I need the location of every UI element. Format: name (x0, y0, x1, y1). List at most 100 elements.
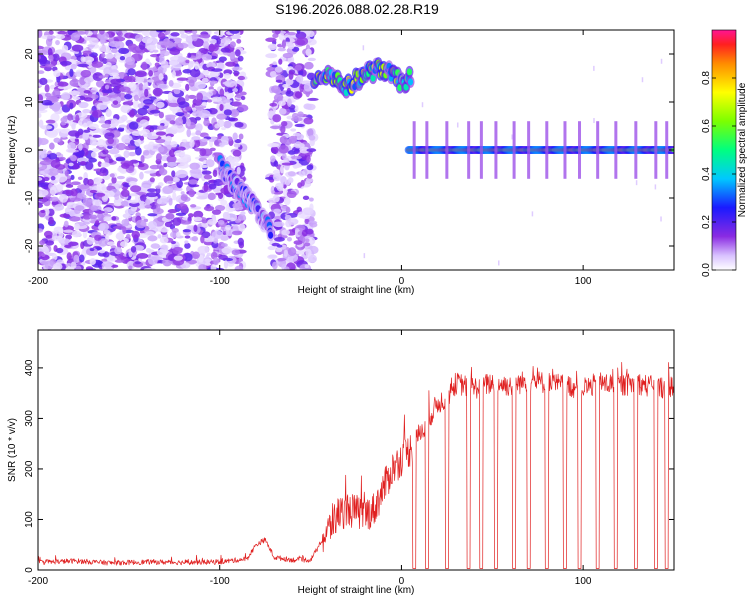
spectrogram-speck (654, 184, 657, 190)
spectrogram-noise-cell (200, 235, 205, 244)
spectrogram-noise-cell (108, 40, 121, 48)
spectrogram-noise-cell (137, 103, 144, 109)
spectrogram-noise-cell (284, 266, 290, 270)
spectrogram-noise-cell (217, 219, 225, 225)
spectrogram-noise-cell (286, 190, 297, 199)
spectrogram-noise-cell (98, 222, 109, 232)
spectrogram-noise-cell (216, 119, 225, 128)
colorbar-tick-label: 0.2 (701, 215, 712, 229)
spectrogram-noise-cell (199, 148, 207, 157)
spectrogram-noise-cell (157, 32, 166, 40)
spectrogram-noise-cell (296, 206, 303, 213)
spectrogram-noise-cell (191, 30, 198, 35)
spectrogram-noise-cell (135, 34, 144, 42)
spectrogram-noise-cell (130, 246, 137, 253)
spectrogram-noise-cell (175, 212, 187, 217)
spectrogram-noise-cell (38, 119, 44, 128)
spectrogram-noise-cell (158, 73, 164, 81)
spectrogram-noise-cell (167, 180, 174, 184)
spectrogram-noise-cell (82, 56, 95, 63)
spectrogram-noise-cell (75, 265, 82, 270)
spectrogram-noise-cell (176, 56, 185, 63)
spectrogram-speck (362, 45, 365, 51)
spectrogram-noise-cell (97, 238, 109, 247)
spectrogram-noise-cell (271, 242, 280, 247)
spectrogram-yticks: -20 -10 0 10 20 (24, 48, 674, 253)
spectrogram-speck (511, 134, 513, 140)
spectrogram-noise-cell (218, 56, 227, 62)
spectrogram-noise-cell (106, 94, 119, 98)
spectrogram-noise-cell (218, 254, 228, 260)
spectrogram-noise-cell (57, 85, 68, 90)
spectrogram-noise-cell (297, 231, 304, 236)
spectrogram-noise-cell (273, 160, 279, 167)
spectrogram-noise-cell (196, 195, 208, 200)
spectrogram-noise-cell (184, 242, 191, 249)
spectrogram-noise-cell (285, 206, 291, 214)
spectrogram-noise-cell (189, 162, 200, 170)
spectrogram-noise-cell (82, 133, 89, 141)
spectrogram-noise-cell (234, 72, 239, 77)
spectrogram-noise-cell (195, 51, 202, 60)
spectrogram-noise-cell (120, 200, 129, 207)
spectrogram-noise-cell (188, 189, 195, 198)
spectrogram-noise-cell (211, 209, 222, 215)
spectrogram-noise-cell (270, 185, 276, 195)
spectrogram-noise-cell (131, 130, 143, 136)
spectrogram-noise-cell (173, 37, 182, 42)
spectrogram-noise-cell (168, 198, 173, 206)
spectrogram-noise-cell (160, 244, 168, 249)
spectrogram-noise-cell (113, 225, 124, 230)
spectrogram-noise-cell (101, 52, 106, 58)
spectrogram-noise-cell (290, 155, 302, 160)
spectrogram-noise-cell (201, 101, 208, 107)
snr-ytick-label: 400 (24, 359, 35, 376)
spectrogram-noise-cell (173, 55, 179, 61)
spectrogram-noise-cell (119, 55, 126, 61)
spectrogram-noise-cell (120, 241, 128, 248)
spectrogram-noise-cell (283, 249, 288, 257)
spectrogram-noise-cell (69, 102, 74, 110)
spectrogram-noise-cell (104, 84, 110, 90)
spectrogram-noise-cell (92, 72, 104, 82)
spectrogram-noise-cell (207, 218, 218, 226)
spectrogram-noise-cell (187, 52, 192, 58)
spectrogram-speck (531, 211, 534, 217)
spectrogram-noise-cell (86, 189, 91, 196)
spectrogram-noise-cell (132, 30, 145, 33)
spectrogram-noise-cell (113, 202, 122, 207)
spectrogram-noise-cell (59, 60, 72, 66)
spectrogram-noise-cell (163, 74, 168, 82)
spectrogram-noise-cell (192, 107, 197, 112)
spectrogram-noise-cell (162, 185, 174, 195)
spectrogram-noise-cell (287, 177, 294, 184)
spectrogram-noise-cell (220, 37, 231, 45)
spectrogram-noise-cell (201, 53, 213, 61)
spectrogram-noise-cell (219, 103, 224, 112)
spectrogram-noise-cell (302, 195, 310, 201)
spectrogram-noise-cell (134, 138, 142, 147)
spectrogram-noise-cell (145, 231, 155, 236)
spectrogram-noise-cell (294, 64, 302, 71)
spectrogram-spike (445, 121, 449, 179)
spectrogram-noise-cell (201, 170, 212, 175)
spectrogram-noise-cell (71, 230, 82, 238)
spectrogram-noise-cell (280, 125, 286, 134)
spectrogram-noise-cell (50, 113, 60, 122)
spectrogram-noise-cell (216, 37, 221, 45)
spectrogram-noise-cell (91, 61, 104, 68)
spectrogram-noise-cell (240, 95, 246, 101)
spectrogram-noise-cell (293, 148, 300, 153)
spectrogram-noise-cell (270, 85, 281, 94)
spectrogram-noise-cell (114, 246, 123, 255)
spectrogram-noise-cell (169, 48, 181, 56)
spectrogram-noise-cell (172, 192, 177, 201)
snr-panel: -200 -100 0 100 0 100 200 300 400 Height of str… (7, 329, 675, 596)
spectrogram-noise-cell (160, 60, 169, 69)
spectrogram-spike (479, 121, 483, 179)
spectrogram-noise-cell (53, 101, 62, 110)
spectrogram-ylabel: Frequency (Hz) (7, 116, 18, 185)
spectrogram-noise-cell (198, 164, 210, 168)
spectrogram-noise-cell (83, 97, 93, 102)
spectrogram-noise-cell (240, 211, 246, 216)
